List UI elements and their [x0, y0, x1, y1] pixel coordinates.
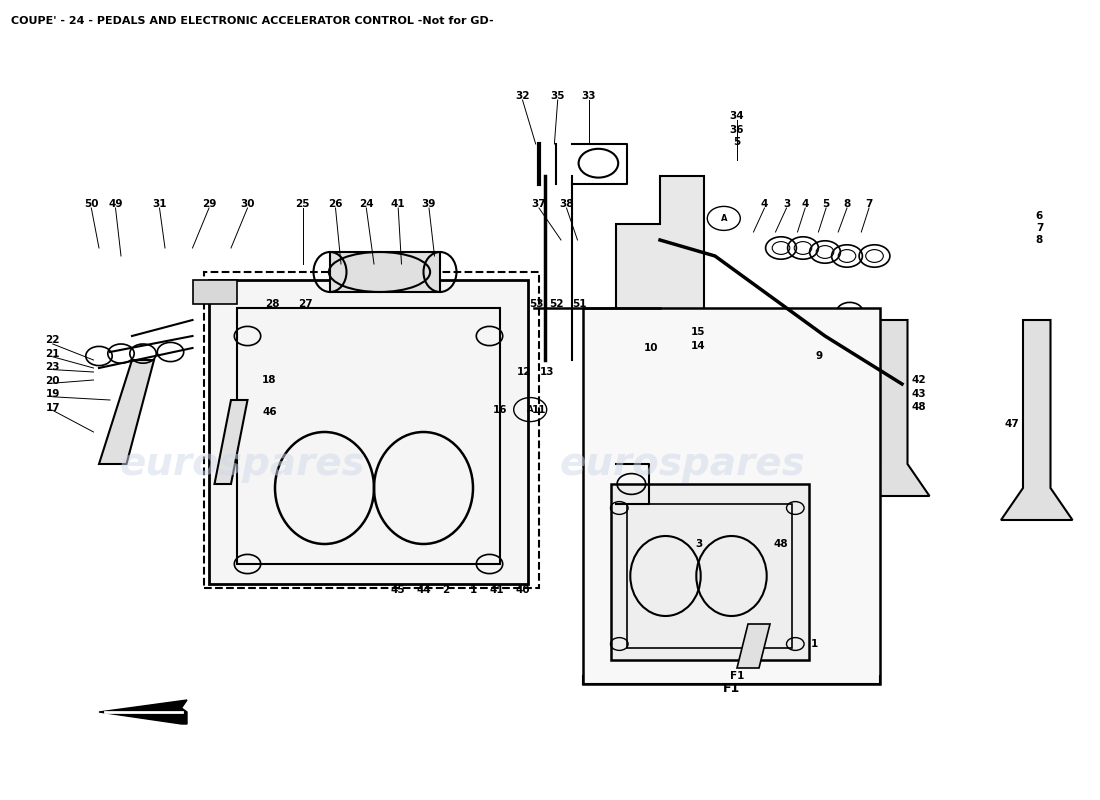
Text: 30: 30 [240, 199, 255, 209]
Text: 17: 17 [45, 403, 60, 413]
Text: 50: 50 [84, 199, 99, 209]
Text: 23: 23 [45, 362, 60, 372]
Text: 8: 8 [844, 199, 850, 209]
Text: 37: 37 [531, 199, 547, 209]
Text: 34: 34 [729, 111, 745, 121]
Text: 15: 15 [691, 327, 706, 337]
Bar [610, 484, 808, 660]
Text: 25: 25 [295, 199, 310, 209]
Text: 35: 35 [550, 91, 565, 101]
Text: 32: 32 [515, 91, 530, 101]
Text: 11: 11 [531, 405, 547, 414]
Text: 41: 41 [490, 586, 505, 595]
Text: 29: 29 [201, 199, 217, 209]
Text: 7: 7 [1036, 223, 1043, 233]
Text: eurospares: eurospares [119, 445, 365, 483]
Text: 48: 48 [773, 539, 789, 549]
Text: 22: 22 [45, 335, 60, 345]
Bar [209, 280, 528, 584]
Text: 5: 5 [823, 199, 829, 209]
Bar [236, 308, 500, 564]
Text: A: A [527, 405, 534, 414]
Text: 41: 41 [390, 199, 406, 209]
Text: 27: 27 [298, 299, 314, 309]
Text: 13: 13 [539, 367, 554, 377]
Bar [627, 504, 792, 648]
Text: 3: 3 [783, 199, 790, 209]
Text: F1: F1 [723, 682, 740, 694]
Text: 8: 8 [1036, 235, 1043, 245]
Polygon shape [737, 624, 770, 668]
Polygon shape [99, 700, 187, 724]
Bar [583, 308, 880, 684]
Polygon shape [858, 320, 930, 496]
Text: 24: 24 [359, 199, 374, 209]
Text: 21: 21 [45, 349, 60, 358]
Polygon shape [1001, 320, 1072, 520]
Text: 42: 42 [911, 375, 926, 385]
Bar [330, 252, 440, 292]
Text: eurospares: eurospares [559, 445, 805, 483]
Text: 4: 4 [802, 199, 808, 209]
Text: 44: 44 [416, 586, 431, 595]
Polygon shape [99, 360, 154, 464]
Text: 7: 7 [866, 199, 872, 209]
Text: 2: 2 [442, 586, 449, 595]
Text: A: A [720, 214, 727, 223]
Bar [192, 280, 236, 304]
Text: 3: 3 [695, 539, 702, 549]
Text: 4: 4 [761, 199, 768, 209]
Text: 20: 20 [45, 376, 60, 386]
Text: 48: 48 [911, 402, 926, 412]
Text: 31: 31 [152, 199, 167, 209]
Text: 9: 9 [816, 351, 823, 361]
Text: 39: 39 [421, 199, 437, 209]
Text: 46: 46 [262, 407, 277, 417]
Text: COUPE' - 24 - PEDALS AND ELECTRONIC ACCELERATOR CONTROL -Not for GD-: COUPE' - 24 - PEDALS AND ELECTRONIC ACCE… [11, 16, 494, 26]
Text: 36: 36 [729, 125, 745, 134]
Text: 47: 47 [1004, 419, 1020, 429]
Text: 19: 19 [45, 390, 60, 399]
Polygon shape [616, 176, 704, 400]
Text: 45: 45 [390, 586, 406, 595]
Text: 28: 28 [265, 299, 280, 309]
Text: 6: 6 [1036, 211, 1043, 221]
Text: 1: 1 [811, 639, 817, 649]
Text: 18: 18 [262, 375, 277, 385]
Text: 53: 53 [529, 299, 544, 309]
Text: 14: 14 [691, 341, 706, 350]
Text: 16: 16 [493, 405, 508, 414]
Text: 10: 10 [644, 343, 659, 353]
Polygon shape [214, 400, 248, 484]
Text: 52: 52 [549, 299, 564, 309]
Text: 40: 40 [515, 586, 530, 595]
Text: 33: 33 [581, 91, 596, 101]
Text: 43: 43 [911, 389, 926, 398]
Text: 38: 38 [559, 199, 574, 209]
Text: F1: F1 [729, 671, 745, 681]
Bar [836, 320, 864, 384]
Text: 12: 12 [516, 367, 531, 377]
Text: 1: 1 [470, 586, 476, 595]
Text: 26: 26 [328, 199, 343, 209]
Text: 49: 49 [108, 199, 123, 209]
Text: 51: 51 [572, 299, 587, 309]
Text: 5: 5 [734, 138, 740, 147]
